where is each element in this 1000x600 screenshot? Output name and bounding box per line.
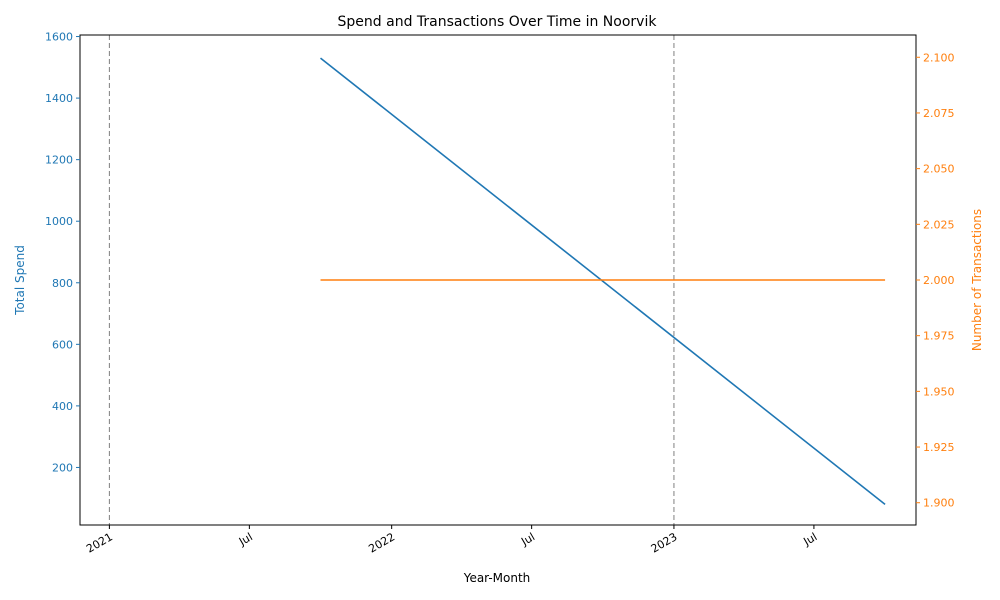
x-tick-label: Jul: [801, 530, 820, 548]
x-axis-ticks: 2021 Jul 2022 Jul 2023 Jul: [84, 525, 819, 556]
x-tick-label: Jul: [518, 530, 537, 548]
series-line-spend: [320, 57, 886, 506]
right-tick-label: 2.025: [923, 218, 955, 231]
left-tick-label: 1400: [45, 92, 73, 105]
x-tick-label: 2022: [366, 530, 397, 555]
right-axis-label: Number of Transactions: [970, 209, 984, 351]
right-tick-label: 1.925: [923, 441, 955, 454]
right-tick-label: 1.950: [923, 385, 955, 398]
right-axis-ticks: 1.900 1.925 1.950 1.975 2.000 2.025 2.050 2.075…: [916, 51, 955, 510]
right-tick-label: 1.975: [923, 330, 955, 343]
right-tick-label: 2.100: [923, 51, 955, 64]
series-lines: [320, 57, 886, 506]
left-tick-label: 1000: [45, 215, 73, 228]
left-tick-label: 800: [52, 277, 73, 290]
x-axis-label: Year-Month: [463, 571, 531, 585]
left-axis-ticks: 200 400 600 800 1000 1200 1400 1600: [45, 31, 80, 474]
chart-title: Spend and Transactions Over Time in Noor…: [338, 14, 658, 30]
left-tick-label: 1600: [45, 31, 73, 44]
left-tick-label: 1200: [45, 154, 73, 167]
right-tick-label: 2.075: [923, 107, 955, 120]
right-tick-label: 2.000: [923, 274, 955, 287]
left-tick-label: 600: [52, 338, 73, 351]
x-tick-label: Jul: [236, 530, 255, 548]
left-tick-label: 400: [52, 400, 73, 413]
right-tick-label: 2.050: [923, 163, 955, 176]
x-tick-label: 2023: [649, 530, 680, 555]
x-tick-label: 2021: [84, 530, 115, 555]
left-tick-label: 200: [52, 461, 73, 474]
left-axis-label: Total Spend: [13, 245, 27, 316]
right-tick-label: 1.900: [923, 497, 955, 510]
